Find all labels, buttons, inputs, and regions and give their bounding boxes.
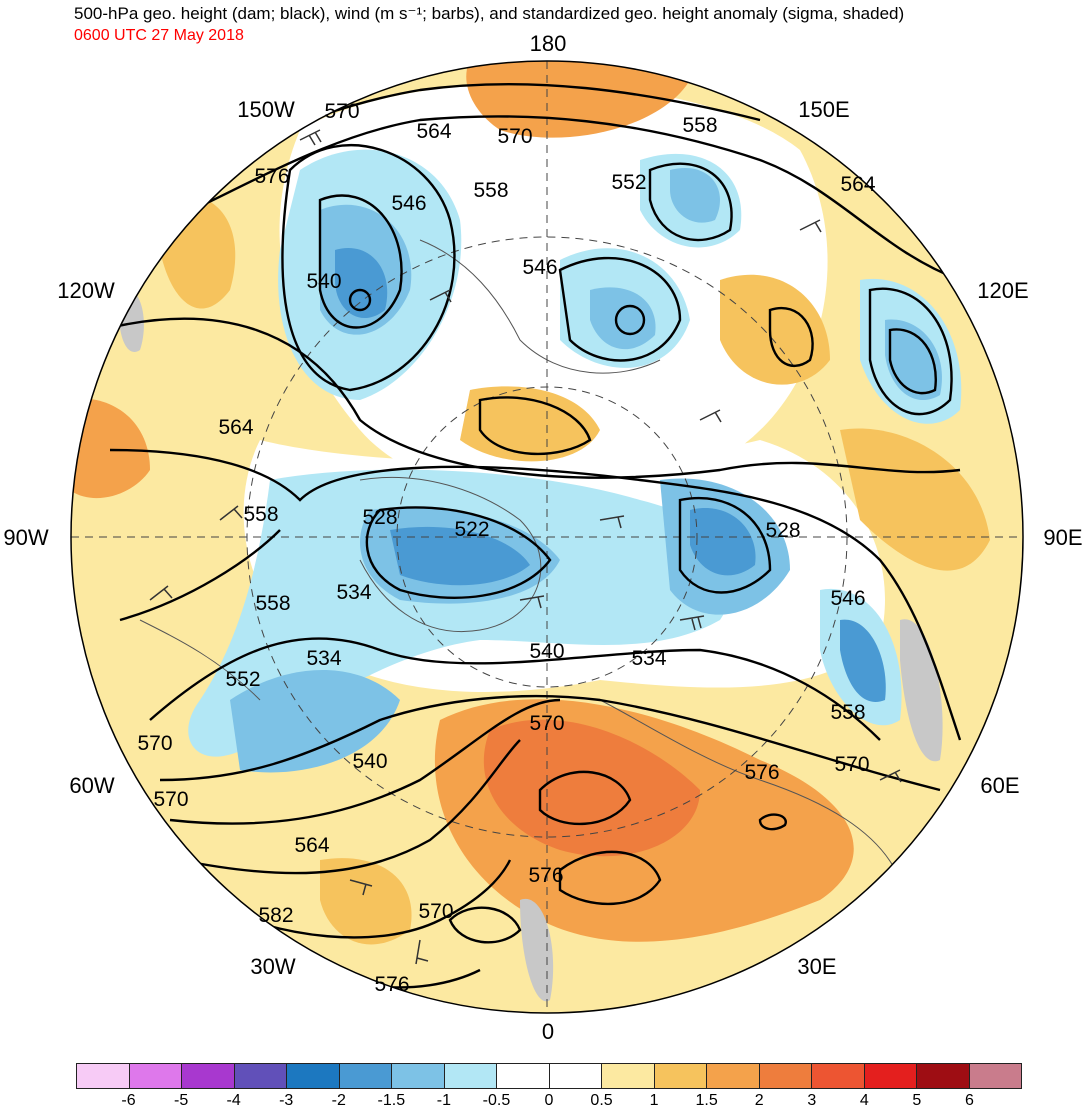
colorbar-box (864, 1064, 917, 1088)
contour-label: 570 (834, 753, 870, 776)
lon-label-60e: 60E (980, 773, 1020, 798)
contour-label: 546 (830, 587, 866, 610)
contour-label: 564 (218, 416, 254, 439)
colorbar-box (812, 1064, 865, 1088)
colorbar-tick-label: -2 (331, 1092, 346, 1109)
colorbar-box (129, 1064, 182, 1088)
contour-label: 558 (682, 114, 718, 137)
colorbar-tick-label: 1 (649, 1092, 659, 1109)
colorbar-box (444, 1064, 497, 1088)
contour-label: 534 (631, 647, 667, 670)
colorbar-tick-label: 2 (754, 1092, 764, 1109)
figure-title: 500-hPa geo. height (dam; black), wind (… (74, 4, 905, 23)
lon-label-90w: 90W (3, 525, 49, 550)
lon-label-180: 180 (529, 31, 567, 56)
valid-time: 0600 UTC 27 May 2018 (74, 27, 244, 44)
colorbar-tick-label: -0.5 (482, 1092, 511, 1109)
contour-label: 546 (391, 192, 427, 215)
anomaly-shading (71, 61, 1023, 1013)
colorbar-box (392, 1064, 445, 1088)
colorbar (76, 1063, 1022, 1089)
contour-label: 576 (374, 973, 410, 996)
coastlines (139, 239, 901, 881)
lon-label-120e: 120E (977, 278, 1029, 303)
colorbar-box (969, 1064, 1021, 1088)
contour-label: 552 (225, 668, 261, 691)
colorbar-tick-label: 3 (807, 1092, 817, 1109)
colorbar-tick-label: 5 (912, 1092, 922, 1109)
colorbar-box (759, 1064, 812, 1088)
contour-label: 558 (473, 179, 509, 202)
lon-label-120w: 120W (57, 278, 115, 303)
lon-label-30w: 30W (250, 954, 296, 979)
colorbar-tick-label: -1 (436, 1092, 451, 1109)
colorbar-box (917, 1064, 970, 1088)
contour-label: 570 (497, 125, 533, 148)
map-boundary (70, 60, 1024, 1014)
contour-label: 564 (840, 173, 876, 196)
colorbar-tick-label: 6 (964, 1092, 974, 1109)
colorbar-box (497, 1064, 550, 1088)
colorbar-box (654, 1064, 707, 1088)
contour-label: 576 (254, 165, 290, 188)
colorbar-tick-label: 0.5 (590, 1092, 613, 1109)
lon-label-60w: 60W (69, 773, 115, 798)
colorbar-box (77, 1064, 130, 1088)
contour-label: 540 (352, 750, 388, 773)
contour-label: 570 (324, 100, 360, 123)
contour-label: 576 (528, 864, 564, 887)
contour-label: 528 (765, 519, 801, 542)
colorbar-box (602, 1064, 655, 1088)
lon-label-90e: 90E (1043, 525, 1083, 550)
contour-label: 564 (294, 834, 330, 857)
contour-label: 570 (418, 900, 454, 923)
contour-label: 570 (153, 788, 189, 811)
contour-label: 528 (362, 506, 398, 529)
colorbar-box (234, 1064, 287, 1088)
colorbar-tick-label: -6 (121, 1092, 136, 1109)
colorbar-tick-label: 1.5 (695, 1092, 718, 1109)
contour-label: 576 (744, 761, 780, 784)
contour-label: 534 (336, 581, 372, 604)
contour-label: 522 (454, 518, 490, 541)
colorbar-tick-label: -5 (173, 1092, 189, 1109)
colorbar-box (287, 1064, 340, 1088)
contour-label: 534 (306, 647, 342, 670)
contour-label: 582 (258, 904, 294, 927)
contour-label: 558 (243, 503, 279, 526)
colorbar-tick-label: -3 (279, 1092, 294, 1109)
contour-label: 564 (416, 120, 452, 143)
lon-label-150e: 150E (798, 97, 850, 122)
contour-label: 540 (306, 270, 342, 293)
colorbar-tick-label: -4 (226, 1092, 241, 1109)
lon-label-30e: 30E (797, 954, 837, 979)
lon-label-0: 0 (541, 1019, 555, 1044)
graticule (71, 61, 1023, 1013)
contour-label: 546 (522, 256, 558, 279)
contour-label: 540 (529, 640, 565, 663)
colorbar-tick-label: -1.5 (377, 1092, 406, 1109)
contour-label: 552 (611, 171, 647, 194)
contour-label: 570 (529, 712, 565, 735)
colorbar-box (707, 1064, 760, 1088)
polar-map (70, 60, 1024, 1014)
contour-label: 558 (255, 592, 291, 615)
colorbar-box (339, 1064, 392, 1088)
contour-label: 558 (830, 701, 866, 724)
colorbar-box (182, 1064, 235, 1088)
colorbar-tick-label: 0 (544, 1092, 554, 1109)
colorbar-box (549, 1064, 602, 1088)
lon-label-150w: 150W (237, 97, 295, 122)
wind-barbs (149, 129, 902, 965)
colorbar-tick-label: 4 (859, 1092, 869, 1109)
contour-label: 570 (137, 732, 173, 755)
